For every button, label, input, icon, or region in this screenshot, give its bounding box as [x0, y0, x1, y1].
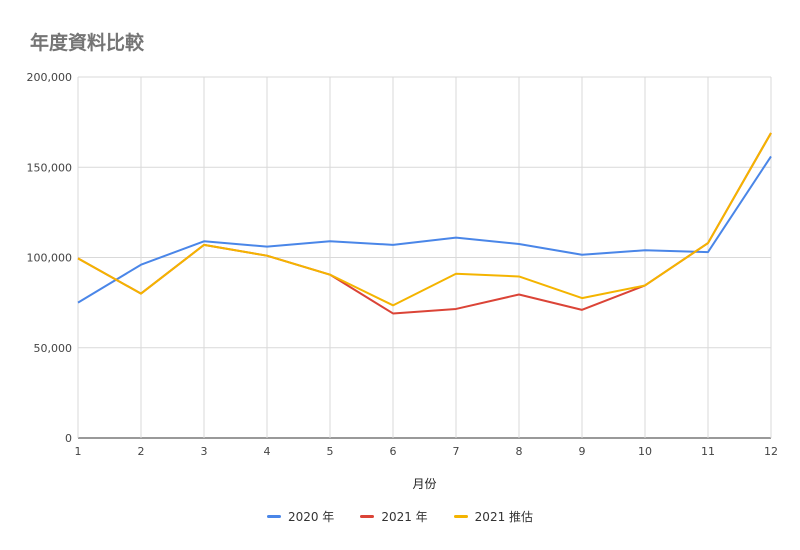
x-tick-label: 2 [138, 445, 145, 458]
x-tick-label: 1 [75, 445, 82, 458]
series-line [77, 132, 772, 315]
legend-item: 2020 年 [266, 508, 335, 525]
legend-swatch [360, 515, 375, 518]
x-tick-label: 4 [264, 445, 271, 458]
chart-title: 年度資料比較 [30, 32, 145, 54]
y-tick-label: 200,000 [27, 71, 73, 84]
legend-swatch [453, 515, 468, 518]
y-tick-label: 50,000 [34, 342, 73, 355]
x-tick-label: 11 [701, 445, 715, 458]
legend-item: 2021 推估 [453, 508, 534, 525]
legend-swatch [266, 515, 281, 518]
x-tick-label: 9 [579, 445, 586, 458]
legend-item: 2021 年 [360, 508, 428, 525]
series-line [77, 155, 772, 304]
x-tick-label: 6 [390, 445, 397, 458]
x-tick-label: 3 [201, 445, 208, 458]
legend: 2020 年 2021 年 2021 推估 [0, 508, 800, 525]
y-tick-label: 150,000 [27, 161, 73, 174]
y-axis-ticks: 0 50,000 100,000 150,000 200,000 [27, 71, 73, 445]
x-axis-ticks: 1 2 3 4 5 6 7 8 9 10 11 12 [75, 445, 779, 458]
legend-label: 2021 推估 [474, 510, 534, 524]
x-tick-label: 8 [516, 445, 523, 458]
legend-label: 2021 年 [381, 510, 428, 524]
x-tick-label: 12 [764, 445, 778, 458]
x-axis-label: 月份 [412, 477, 436, 491]
x-tick-label: 10 [638, 445, 652, 458]
series-lines [77, 132, 772, 315]
series-line [77, 132, 772, 307]
x-tick-label: 5 [327, 445, 334, 458]
y-tick-label: 100,000 [27, 252, 73, 265]
legend-label: 2020 年 [287, 510, 335, 524]
y-tick-label: 0 [65, 432, 72, 445]
x-tick-label: 7 [453, 445, 460, 458]
grid [77, 76, 772, 439]
